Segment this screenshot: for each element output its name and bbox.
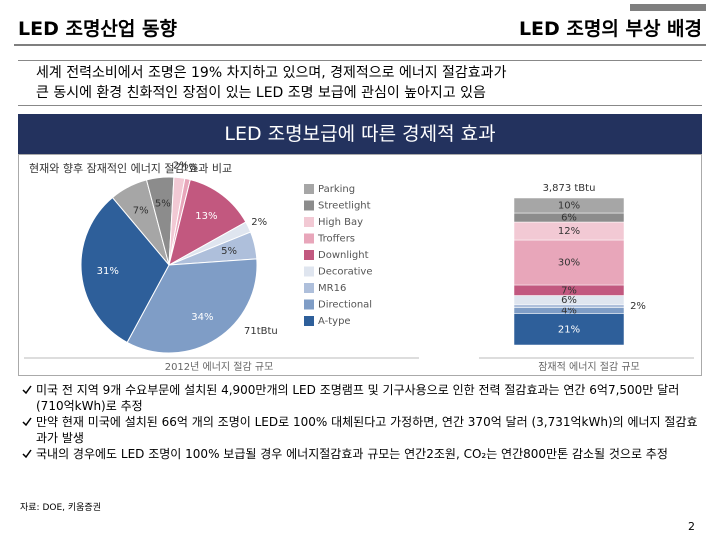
intro-line: 세계 전력소비에서 조명은 19% 차지하고 있으며, 경제적으로 에너지 절감… xyxy=(36,65,507,81)
bar-label: 2% xyxy=(630,301,646,312)
legend-swatch xyxy=(304,184,314,194)
bullet-text: 만약 현재 미국에 설치된 66억 개의 조명이 LED로 100% 대체된다고… xyxy=(36,415,698,445)
bullet: 미국 전 지역 9개 수요부문에 설치된 4,900만개의 LED 조명램프 및… xyxy=(22,382,702,414)
bar-label: 6% xyxy=(561,213,577,224)
chart-title: 현재와 향후 잠재적인 에너지 절감 효과 비교 xyxy=(29,162,232,175)
legend-swatch xyxy=(304,266,314,277)
chart: 현재와 향후 잠재적인 에너지 절감 효과 비교 7%5%2%1%13%2%5%… xyxy=(24,161,694,373)
pie-label: 13% xyxy=(195,211,217,222)
legend-swatch xyxy=(304,283,314,293)
legend-label: Decorative xyxy=(318,267,372,278)
bar-label: 6% xyxy=(561,295,577,306)
header-left: LED 조명산업 동향 xyxy=(18,18,177,40)
legend-swatch xyxy=(304,250,314,260)
pie-total: 71tBtu xyxy=(244,326,278,337)
pie-label: 31% xyxy=(97,266,119,277)
legend-label: High Bay xyxy=(318,217,363,228)
header-right: LED 조명의 부상 배경 xyxy=(518,18,702,40)
x-label: 2012년 에너지 절감 규모 xyxy=(165,360,274,373)
pie-slice xyxy=(168,179,247,267)
intro: 세계 전력소비에서 조명은 19% 차지하고 있으며, 경제적으로 에너지 절감… xyxy=(18,60,702,106)
banner: LED 조명보급에 따른 경제적 효과 xyxy=(18,114,702,154)
bar-label: 12% xyxy=(558,226,580,237)
source: 자료: DOE, 키움증권 xyxy=(20,503,101,513)
legend-label: Troffers xyxy=(317,234,355,245)
legend-swatch xyxy=(304,200,314,211)
bullet-text: 국내의 경우에도 LED 조명이 100% 보급될 경우 에너지절감효과 규모는… xyxy=(36,447,668,461)
bar-total: 3,873 tBtu xyxy=(543,183,596,194)
bar-label: 10% xyxy=(558,201,580,212)
bar-label: 7% xyxy=(561,285,577,296)
legend-label: Streetlight xyxy=(318,201,371,212)
pie-label: 1% xyxy=(182,162,198,173)
legend-swatch xyxy=(304,299,314,310)
legend-label: A-type xyxy=(318,316,351,327)
check xyxy=(22,385,32,395)
pie-label: 2% xyxy=(173,161,189,172)
bullet: 만약 현재 미국에 설치된 66억 개의 조명이 LED로 100% 대체된다고… xyxy=(22,414,702,446)
legend-label: MR16 xyxy=(318,283,346,294)
legend-swatch xyxy=(304,233,314,244)
bullets: 미국 전 지역 9개 수요부문에 설치된 4,900만개의 LED 조명램프 및… xyxy=(22,382,702,462)
pie-label: 5% xyxy=(155,199,171,210)
legend-swatch xyxy=(304,316,314,326)
header-accent xyxy=(630,4,706,11)
bullet-text: 미국 전 지역 9개 수요부문에 설치된 4,900만개의 LED 조명램프 및… xyxy=(36,383,680,413)
legend-label: Directional xyxy=(318,300,372,311)
pie-label: 7% xyxy=(133,205,149,216)
legend-swatch xyxy=(304,217,314,227)
chart-box: 현재와 향후 잠재적인 에너지 절감 효과 비교 7% 5% 2% 1% 13% 2% 5%… xyxy=(18,154,702,376)
pie-label: 5% xyxy=(221,246,237,257)
bar-segment xyxy=(513,197,625,214)
bar-label: 4% xyxy=(561,306,577,317)
x-label: 잠재적 에너지 절감 규모 xyxy=(538,360,640,373)
page-number: 2 xyxy=(688,520,695,533)
bar-label: 21% xyxy=(558,324,580,335)
pie-slice xyxy=(80,196,170,344)
bullet: 국내의 경우에도 LED 조명이 100% 보급될 경우 에너지절감효과 규모는… xyxy=(22,446,702,462)
legend-label: Parking xyxy=(318,184,355,195)
check xyxy=(22,449,32,459)
bar-segment xyxy=(513,239,625,286)
check xyxy=(22,417,32,427)
pie-label: 34% xyxy=(191,312,213,323)
intro-line: 큰 동시에 환경 친화적인 장점이 있는 LED 조명 보급에 관심이 높아지고… xyxy=(36,85,486,101)
header-rule xyxy=(14,44,706,46)
legend-label: Downlight xyxy=(318,250,369,261)
bar-label: 30% xyxy=(558,258,580,269)
pie-label: 2% xyxy=(251,217,267,228)
